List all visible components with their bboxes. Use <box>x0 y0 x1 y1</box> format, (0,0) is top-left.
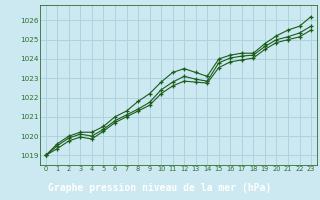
Text: Graphe pression niveau de la mer (hPa): Graphe pression niveau de la mer (hPa) <box>48 183 272 193</box>
